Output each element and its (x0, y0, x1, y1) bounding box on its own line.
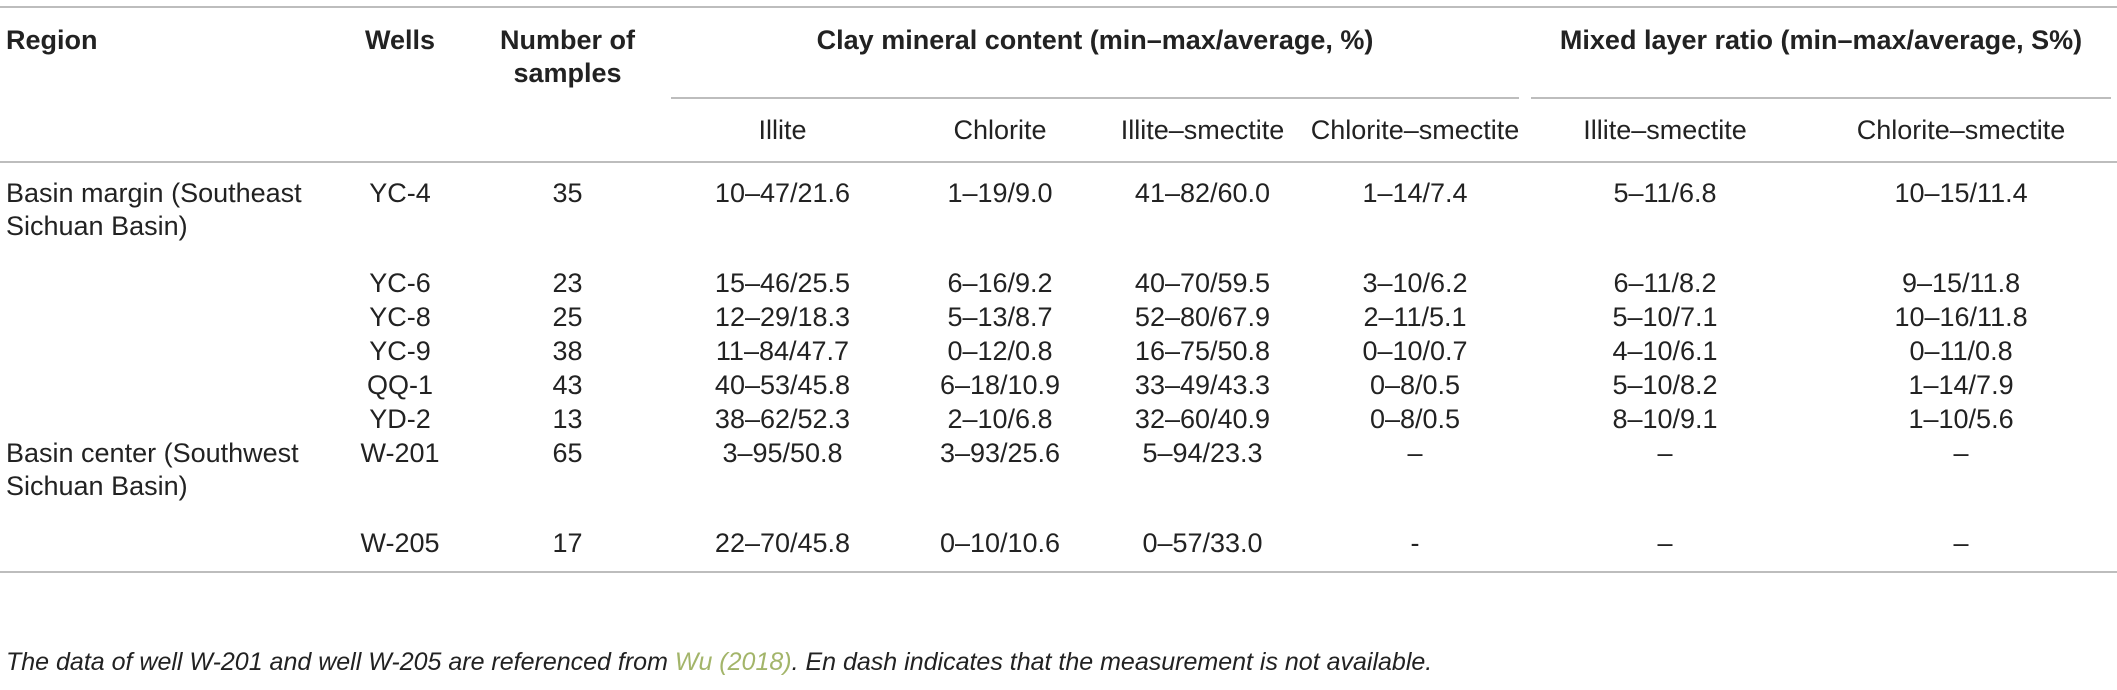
cell-illite: 11–84/47.7 (715, 336, 850, 366)
cell-chlorite: 2–10/6.8 (947, 404, 1053, 434)
cell-region (0, 267, 330, 301)
cell-illite-smectite: 16–75/50.8 (1134, 336, 1271, 366)
cell-illite-smectite: 0–57/33.0 (1142, 528, 1263, 558)
clay-mineral-table: Region Wells Number of samples Clay mine… (0, 6, 2117, 573)
cell-chlorite-smectite: 2–11/5.1 (1363, 302, 1467, 332)
cell-samples: 17 (552, 528, 583, 558)
table-header: Region Wells Number of samples Clay mine… (0, 7, 2117, 162)
cell-chlorite-smectite: 0–10/0.7 (1362, 336, 1468, 366)
table-row: YC-9 38 11–84/47.7 0–12/0.8 16–75/50.8 0… (0, 335, 2117, 369)
cell-region: Basin center (Southwest Sichuan Basin) (6, 438, 299, 501)
cell-chlorite: 3–93/25.6 (939, 438, 1061, 468)
header-illite-smectite: Illite–smectite (1120, 114, 1285, 145)
cell-region (0, 335, 330, 369)
footnote-text-end: . En dash indicates that the measurement… (791, 648, 1433, 676)
table-row: YC-8 25 12–29/18.3 5–13/8.7 52–80/67.9 2… (0, 301, 2117, 335)
cell-samples: 23 (552, 268, 583, 298)
cell-region (0, 403, 330, 437)
cell-illite: 15–46/25.5 (714, 268, 851, 298)
cell-mixed-chlorite-smectite: – (1953, 438, 1969, 468)
cell-well: QQ-1 (366, 370, 433, 400)
header-mixed-layer-ratio: Mixed layer ratio (min–max/average, S%) (1525, 7, 2117, 99)
cell-samples: 38 (552, 336, 583, 366)
cell-well: YC-9 (369, 336, 431, 366)
table-row: Basin center (Southwest Sichuan Basin) W… (0, 437, 2117, 527)
cell-illite: 10–47/21.6 (714, 178, 851, 208)
cell-samples: 25 (552, 302, 583, 332)
table-row: YD-2 13 38–62/52.3 2–10/6.8 32–60/40.9 0… (0, 403, 2117, 437)
table-row: QQ-1 43 40–53/45.8 6–18/10.9 33–49/43.3 … (0, 369, 2117, 403)
cell-illite: 22–70/45.8 (714, 528, 851, 558)
cell-illite: 38–62/52.3 (714, 404, 851, 434)
cell-chlorite: 0–12/0.8 (947, 336, 1053, 366)
cell-illite: 12–29/18.3 (714, 302, 851, 332)
table-body: Basin margin (Southeast Sichuan Basin) Y… (0, 162, 2117, 572)
cell-well: W-201 (360, 438, 440, 468)
cell-illite-smectite: 41–82/60.0 (1134, 178, 1271, 208)
cell-samples: 35 (552, 178, 583, 208)
cell-mixed-illite-smectite: – (1657, 528, 1673, 558)
cell-mixed-illite-smectite: 5–11/6.8 (1613, 178, 1717, 208)
cell-chlorite: 6–18/10.9 (939, 370, 1061, 400)
cell-mixed-chlorite-smectite: 0–11/0.8 (1909, 336, 2013, 366)
cell-mixed-illite-smectite: 8–10/9.1 (1612, 404, 1718, 434)
header-number-of-samples: Number of samples (500, 25, 635, 88)
cell-chlorite: 6–16/9.2 (947, 268, 1053, 298)
cell-chlorite: 1–19/9.0 (947, 178, 1053, 208)
header-illite: Illite (758, 114, 807, 145)
cell-illite-smectite: 32–60/40.9 (1134, 404, 1271, 434)
cell-mixed-chlorite-smectite: – (1953, 528, 1969, 558)
header-clay-mineral-content: Clay mineral content (min–max/average, %… (665, 7, 1525, 99)
cell-region (0, 301, 330, 335)
cell-samples: 13 (552, 404, 583, 434)
cell-chlorite-smectite: – (1407, 438, 1423, 468)
cell-illite-smectite: 33–49/43.3 (1134, 370, 1271, 400)
cell-mixed-illite-smectite: 6–11/8.2 (1613, 268, 1717, 298)
cell-well: YC-4 (369, 178, 431, 208)
header-mixed-illite-smectite: Illite–smectite (1583, 114, 1747, 145)
header-mixed-chlorite-smectite: Chlorite–smectite (1856, 114, 2066, 145)
cell-well: W-205 (360, 528, 440, 558)
cell-mixed-chlorite-smectite: 1–14/7.9 (1908, 370, 2014, 400)
table-row: YC-6 23 15–46/25.5 6–16/9.2 40–70/59.5 3… (0, 267, 2117, 301)
cell-mixed-illite-smectite: 5–10/7.1 (1612, 302, 1718, 332)
cell-region (0, 527, 330, 572)
table-row: Basin margin (Southeast Sichuan Basin) Y… (0, 162, 2117, 267)
header-chlorite: Chlorite (953, 114, 1047, 145)
table-footnote: The data of well W-201 and well W-205 ar… (6, 648, 1432, 677)
cell-mixed-chlorite-smectite: 10–16/11.8 (1894, 302, 2028, 332)
footnote-text: The data of well W-201 and well W-205 ar… (6, 648, 675, 676)
cell-well: YC-6 (369, 268, 431, 298)
cell-chlorite-smectite: 0–8/0.5 (1369, 370, 1461, 400)
header-chlorite-smectite: Chlorite–smectite (1310, 114, 1520, 145)
cell-chlorite-smectite: 1–14/7.4 (1362, 178, 1468, 208)
cell-chlorite: 5–13/8.7 (947, 302, 1053, 332)
header-wells: Wells (364, 25, 436, 55)
header-region: Region (6, 25, 98, 55)
cell-illite-smectite: 52–80/67.9 (1134, 302, 1271, 332)
cell-region (0, 369, 330, 403)
cell-well: YD-2 (369, 404, 431, 434)
cell-mixed-chlorite-smectite: 9–15/11.8 (1901, 268, 2021, 298)
cell-region: Basin margin (Southeast Sichuan Basin) (6, 178, 302, 241)
cell-mixed-illite-smectite: 5–10/8.2 (1612, 370, 1718, 400)
cell-samples: 65 (552, 438, 583, 468)
reference-link[interactable]: Wu (2018) (674, 648, 792, 676)
cell-samples: 43 (552, 370, 583, 400)
cell-mixed-chlorite-smectite: 1–10/5.6 (1908, 404, 2014, 434)
cell-mixed-illite-smectite: – (1657, 438, 1673, 468)
cell-chlorite: 0–10/10.6 (939, 528, 1061, 558)
cell-chlorite-smectite: 0–8/0.5 (1369, 404, 1461, 434)
cell-chlorite-smectite: 3–10/6.2 (1362, 268, 1468, 298)
cell-mixed-chlorite-smectite: 10–15/11.4 (1894, 178, 2028, 208)
cell-illite: 40–53/45.8 (714, 370, 851, 400)
cell-chlorite-smectite: - (1410, 528, 1420, 558)
cell-mixed-illite-smectite: 4–10/6.1 (1612, 336, 1718, 366)
cell-illite-smectite: 40–70/59.5 (1134, 268, 1271, 298)
table-row: W-205 17 22–70/45.8 0–10/10.6 0–57/33.0 … (0, 527, 2117, 572)
cell-illite-smectite: 5–94/23.3 (1142, 438, 1263, 468)
cell-well: YC-8 (369, 302, 431, 332)
cell-illite: 3–95/50.8 (722, 438, 843, 468)
